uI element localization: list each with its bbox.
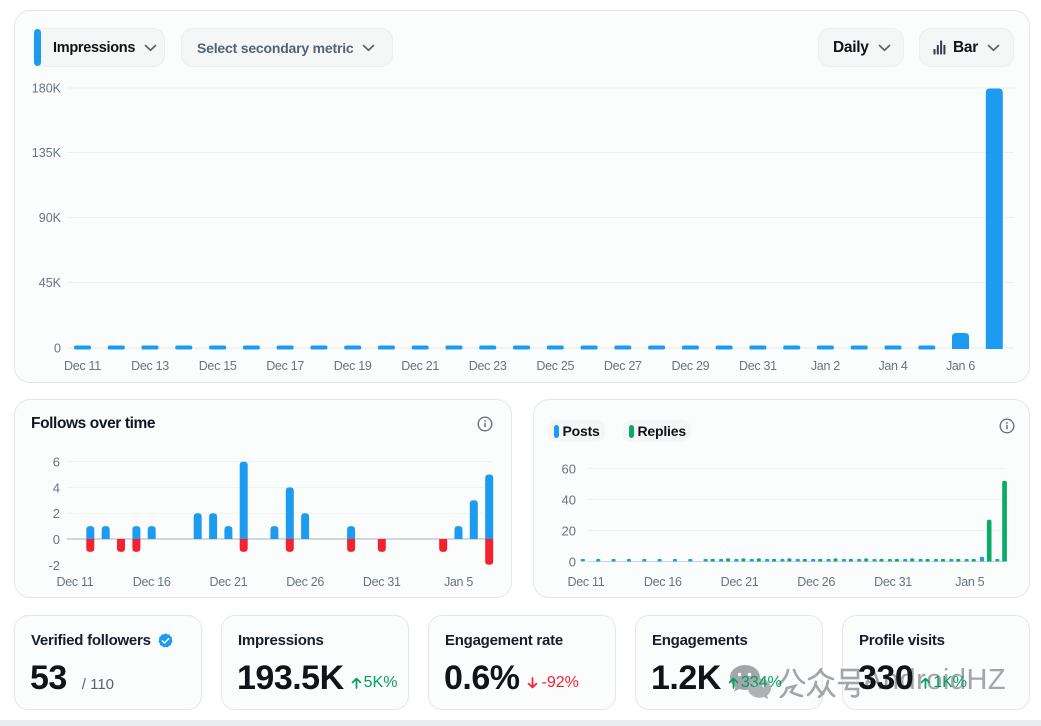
svg-text:180K: 180K xyxy=(32,82,62,96)
svg-text:Dec 29: Dec 29 xyxy=(671,359,709,373)
svg-text:Jan 2: Jan 2 xyxy=(811,359,840,373)
svg-text:6: 6 xyxy=(53,455,60,470)
svg-text:20: 20 xyxy=(562,524,576,539)
svg-text:Dec 16: Dec 16 xyxy=(644,575,682,589)
svg-text:45K: 45K xyxy=(39,276,62,290)
svg-text:Dec 26: Dec 26 xyxy=(797,575,835,589)
svg-text:Dec 26: Dec 26 xyxy=(286,575,324,589)
svg-text:Dec 13: Dec 13 xyxy=(131,359,169,373)
svg-text:2: 2 xyxy=(53,506,60,521)
svg-text:-2: -2 xyxy=(48,558,60,573)
svg-text:0: 0 xyxy=(54,342,61,356)
svg-text:Jan 5: Jan 5 xyxy=(444,575,473,589)
svg-text:90K: 90K xyxy=(39,211,62,225)
svg-text:Dec 17: Dec 17 xyxy=(266,359,304,373)
svg-text:Dec 11: Dec 11 xyxy=(64,359,101,373)
svg-text:Dec 19: Dec 19 xyxy=(334,359,372,373)
svg-text:0: 0 xyxy=(569,555,576,570)
svg-text:Dec 25: Dec 25 xyxy=(536,359,574,373)
svg-text:Jan 6: Jan 6 xyxy=(946,359,975,373)
svg-text:Dec 31: Dec 31 xyxy=(874,575,912,589)
svg-text:Jan 4: Jan 4 xyxy=(878,359,907,373)
svg-text:135K: 135K xyxy=(32,146,62,160)
svg-text:Dec 31: Dec 31 xyxy=(739,359,777,373)
svg-text:Dec 16: Dec 16 xyxy=(133,575,171,589)
svg-text:Dec 11: Dec 11 xyxy=(57,575,94,589)
svg-text:Dec 21: Dec 21 xyxy=(209,575,247,589)
svg-text:Dec 21: Dec 21 xyxy=(721,575,759,589)
svg-text:Dec 15: Dec 15 xyxy=(199,359,237,373)
svg-text:Dec 31: Dec 31 xyxy=(363,575,401,589)
svg-text:Jan 5: Jan 5 xyxy=(955,575,984,589)
svg-text:Dec 23: Dec 23 xyxy=(469,359,507,373)
svg-text:Dec 11: Dec 11 xyxy=(568,575,605,589)
svg-text:0: 0 xyxy=(53,532,60,547)
svg-text:60: 60 xyxy=(562,461,576,476)
svg-text:Dec 21: Dec 21 xyxy=(401,359,439,373)
svg-text:4: 4 xyxy=(53,480,60,495)
svg-text:Dec 27: Dec 27 xyxy=(604,359,642,373)
svg-text:40: 40 xyxy=(562,492,576,507)
